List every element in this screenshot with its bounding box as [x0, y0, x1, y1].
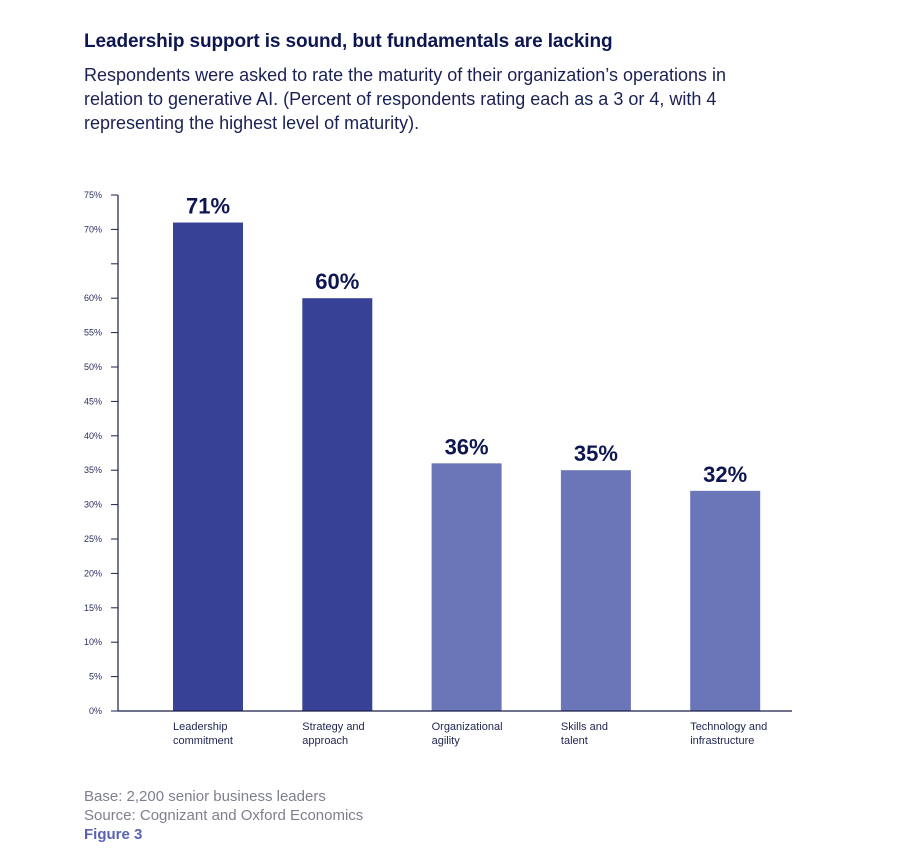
- y-tick-label: 50%: [84, 362, 102, 372]
- figure-label: Figure 3: [84, 826, 143, 843]
- base-note: Base: 2,200 senior business leaders: [84, 788, 326, 805]
- y-tick-label: 60%: [84, 293, 102, 303]
- bar: [560, 470, 631, 711]
- category-label: Technology and infrastructure: [690, 721, 767, 747]
- bar-chart: 0% 5% 10% 15% 20% 25% 30% 35% 40% 45% 50% 55% 60% 70%…: [84, 190, 792, 747]
- y-tick-label: 45%: [84, 396, 102, 406]
- y-tick-label: 55%: [84, 328, 102, 338]
- bar: [690, 490, 761, 711]
- y-tick-label: 0%: [89, 706, 102, 716]
- category-label: Leadership commitment: [173, 721, 233, 747]
- y-tick-label: 5%: [89, 672, 102, 682]
- category-label: Organizational agility: [432, 721, 503, 747]
- bar-value-label: 71%: [186, 194, 230, 219]
- bar: [173, 222, 243, 711]
- source-note: Source: Cognizant and Oxford Economics: [84, 807, 364, 824]
- y-tick-label: 30%: [84, 500, 102, 510]
- y-tick-label: 15%: [84, 603, 102, 613]
- y-tick-label: 40%: [84, 431, 102, 441]
- bar: [431, 463, 502, 711]
- bar: [302, 298, 373, 711]
- bar-value-label: 32%: [703, 462, 747, 487]
- bar-value-label: 60%: [315, 269, 359, 294]
- chart-subtitle: Respondents were asked to rate the matur…: [84, 65, 727, 133]
- y-axis: 0% 5% 10% 15% 20% 25% 30% 35% 40% 45% 50% 55% 60% 70%…: [84, 190, 119, 716]
- chart-footer: Base: 2,200 senior business leaders Sour…: [84, 787, 363, 844]
- y-tick-label: 75%: [84, 190, 102, 200]
- y-tick-label: 70%: [84, 224, 102, 234]
- x-axis: Leadership commitment Strategy and approach…: [118, 710, 792, 747]
- y-tick-label: 20%: [84, 568, 102, 578]
- category-label: Strategy and approach: [302, 721, 364, 747]
- category-label: Skills and talent: [561, 721, 608, 747]
- bars: 71% 60% 36% 35% 32%: [173, 194, 761, 711]
- bar-value-label: 36%: [445, 434, 489, 459]
- y-tick-label: 35%: [84, 465, 102, 475]
- y-tick-label: 25%: [84, 534, 102, 544]
- y-tick-label: 10%: [84, 637, 102, 647]
- chart-title: Leadership support is sound, but fundame…: [84, 31, 613, 52]
- bar-value-label: 35%: [574, 441, 618, 466]
